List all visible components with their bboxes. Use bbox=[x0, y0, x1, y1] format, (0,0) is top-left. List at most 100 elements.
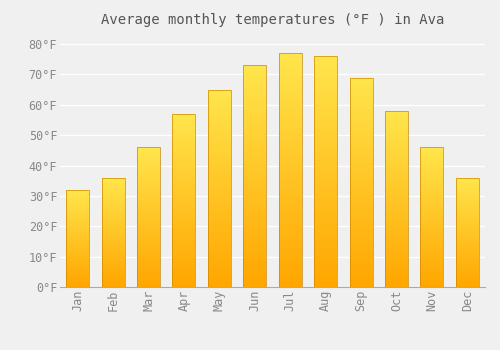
Bar bbox=[350, 178, 372, 180]
Bar bbox=[420, 239, 444, 241]
Bar bbox=[102, 237, 124, 238]
Bar bbox=[137, 237, 160, 238]
Bar bbox=[172, 166, 196, 168]
Bar bbox=[137, 230, 160, 231]
Bar bbox=[66, 241, 89, 242]
Bar bbox=[456, 198, 479, 200]
Bar bbox=[278, 149, 301, 152]
Bar bbox=[244, 234, 266, 236]
Bar bbox=[314, 119, 337, 121]
Bar bbox=[66, 197, 89, 198]
Bar bbox=[66, 223, 89, 224]
Bar bbox=[314, 169, 337, 172]
Bar bbox=[66, 243, 89, 244]
Bar bbox=[420, 238, 444, 239]
Bar bbox=[244, 81, 266, 83]
Bar bbox=[314, 158, 337, 160]
Bar bbox=[385, 183, 408, 185]
Bar bbox=[137, 180, 160, 181]
Bar bbox=[278, 187, 301, 189]
Bar bbox=[385, 169, 408, 171]
Bar bbox=[456, 220, 479, 222]
Bar bbox=[66, 229, 89, 230]
Bar bbox=[137, 196, 160, 198]
Bar bbox=[350, 224, 372, 226]
Bar bbox=[66, 260, 89, 261]
Bar bbox=[172, 121, 196, 122]
Bar bbox=[172, 271, 196, 273]
Bar bbox=[102, 228, 124, 229]
Bar bbox=[456, 232, 479, 233]
Bar bbox=[420, 149, 444, 150]
Bar bbox=[314, 75, 337, 77]
Bar bbox=[172, 169, 196, 171]
Bar bbox=[314, 107, 337, 109]
Bar bbox=[350, 126, 372, 128]
Bar bbox=[278, 245, 301, 247]
Bar bbox=[208, 256, 231, 257]
Bar bbox=[208, 181, 231, 182]
Bar bbox=[66, 216, 89, 217]
Bar bbox=[350, 77, 372, 287]
Bar bbox=[137, 277, 160, 279]
Bar bbox=[102, 207, 124, 208]
Bar bbox=[385, 245, 408, 246]
Bar bbox=[314, 271, 337, 273]
Bar bbox=[278, 65, 301, 67]
Bar bbox=[66, 190, 89, 287]
Bar bbox=[66, 271, 89, 272]
Bar bbox=[137, 249, 160, 251]
Bar bbox=[66, 240, 89, 241]
Bar bbox=[102, 249, 124, 250]
Bar bbox=[102, 266, 124, 267]
Bar bbox=[172, 252, 196, 254]
Bar bbox=[385, 157, 408, 159]
Bar bbox=[66, 285, 89, 286]
Bar bbox=[420, 209, 444, 210]
Bar bbox=[208, 159, 231, 161]
Bar bbox=[350, 245, 372, 247]
Bar bbox=[137, 224, 160, 225]
Bar bbox=[172, 187, 196, 188]
Bar bbox=[385, 271, 408, 273]
Bar bbox=[456, 278, 479, 279]
Bar bbox=[172, 204, 196, 206]
Bar bbox=[208, 206, 231, 208]
Bar bbox=[137, 187, 160, 188]
Bar bbox=[172, 251, 196, 252]
Bar bbox=[244, 178, 266, 181]
Bar bbox=[102, 210, 124, 212]
Bar bbox=[172, 261, 196, 263]
Bar bbox=[385, 280, 408, 282]
Bar bbox=[102, 198, 124, 200]
Bar bbox=[172, 225, 196, 226]
Bar bbox=[385, 276, 408, 278]
Bar bbox=[420, 260, 444, 262]
Bar bbox=[208, 149, 231, 151]
Bar bbox=[244, 198, 266, 201]
Bar bbox=[278, 86, 301, 88]
Bar bbox=[385, 197, 408, 199]
Bar bbox=[244, 92, 266, 94]
Bar bbox=[66, 268, 89, 270]
Bar bbox=[244, 76, 266, 79]
Bar bbox=[350, 274, 372, 277]
Bar bbox=[244, 143, 266, 145]
Bar bbox=[420, 180, 444, 181]
Bar bbox=[172, 256, 196, 258]
Bar bbox=[350, 187, 372, 189]
Bar bbox=[66, 282, 89, 283]
Bar bbox=[420, 159, 444, 160]
Bar bbox=[420, 283, 444, 284]
Bar bbox=[350, 117, 372, 119]
Bar bbox=[278, 140, 301, 142]
Bar bbox=[208, 228, 231, 230]
Bar bbox=[278, 264, 301, 266]
Bar bbox=[102, 193, 124, 194]
Bar bbox=[66, 265, 89, 266]
Bar bbox=[385, 220, 408, 222]
Bar bbox=[314, 144, 337, 146]
Bar bbox=[278, 70, 301, 72]
Bar bbox=[456, 228, 479, 229]
Bar bbox=[350, 88, 372, 90]
